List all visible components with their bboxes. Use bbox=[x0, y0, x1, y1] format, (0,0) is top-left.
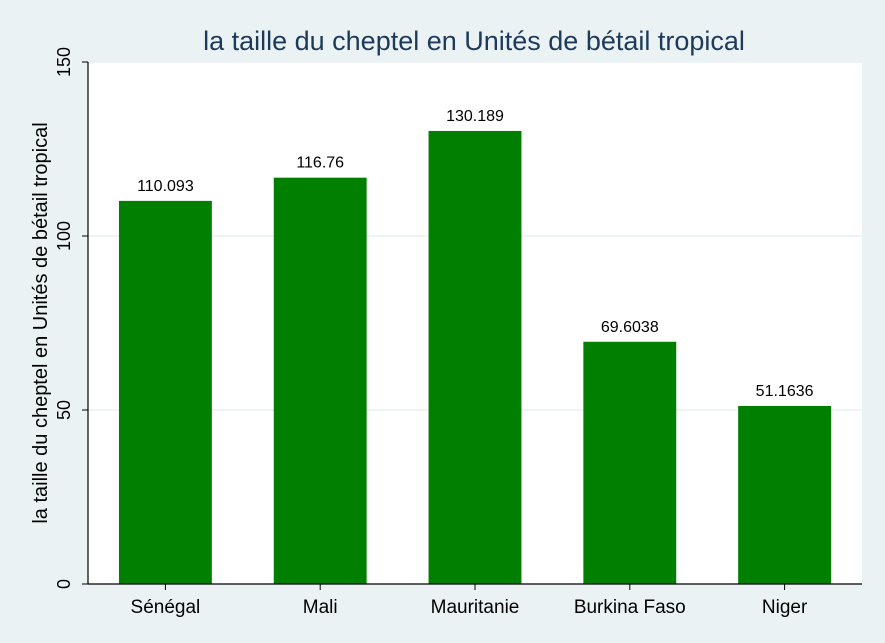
bar-1 bbox=[273, 177, 367, 584]
x-tick-label-2: Mauritanie bbox=[431, 597, 520, 618]
x-tick-label-0: Sénégal bbox=[131, 597, 201, 618]
value-label-3: 69.6038 bbox=[601, 319, 659, 336]
y-ticks: 0 50 100 150 bbox=[54, 47, 88, 589]
x-tick-label-4: Niger bbox=[762, 597, 808, 618]
y-tick-label-3: 150 bbox=[54, 47, 74, 77]
value-labels: 110.093 116.76 130.189 69.6038 51.1636 bbox=[137, 108, 814, 400]
x-ticks: Sénégal Mali Mauritanie Burkina Faso Niger bbox=[131, 584, 808, 618]
x-tick-label-1: Mali bbox=[303, 597, 338, 618]
chart-title: la taille du cheptel en Unités de bétail… bbox=[203, 26, 745, 56]
value-label-4: 51.1636 bbox=[756, 383, 814, 400]
y-tick-label-2: 100 bbox=[54, 221, 74, 251]
bar-0 bbox=[118, 200, 212, 585]
y-axis-title: la taille du cheptel en Unités de bétail… bbox=[30, 122, 52, 523]
y-tick-label-1: 50 bbox=[54, 400, 74, 420]
y-tick-label-0: 0 bbox=[54, 579, 74, 589]
value-label-1: 116.76 bbox=[296, 155, 344, 172]
bar-4 bbox=[738, 405, 832, 584]
bar-2 bbox=[428, 130, 522, 585]
bars bbox=[118, 130, 832, 585]
x-tick-label-3: Burkina Faso bbox=[574, 597, 686, 618]
bar-3 bbox=[583, 341, 677, 584]
value-label-2: 130.189 bbox=[446, 108, 504, 125]
value-label-0: 110.093 bbox=[137, 178, 194, 195]
